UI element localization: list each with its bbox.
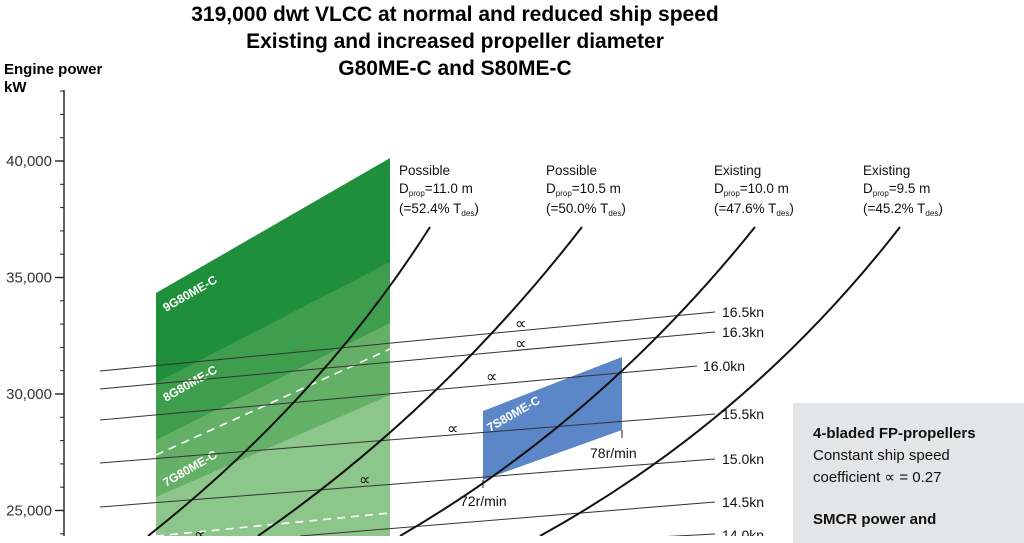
alpha-marker-2: ∝ (515, 336, 526, 353)
speed-label-15-0kn: 15.0kn (722, 451, 764, 467)
propeller-label-10-0m: Existing Dprop=10.0 m (=47.6% Tdes) (714, 163, 794, 218)
propeller-percent: (=45.2% Tdes) (863, 201, 943, 218)
propeller-diameter: Dprop=11.0 m (399, 181, 473, 198)
y-axis-title-line-2: kW (4, 79, 27, 96)
rpm-label-78: 78r/min (590, 445, 637, 461)
info-box-line-2: coefficient ∝ = 0.27 (813, 467, 1024, 489)
propeller-status: Possible (546, 163, 597, 178)
propeller-label-11-0m: Possible Dprop=11.0 m (=52.4% Tdes) (399, 163, 479, 218)
propeller-label-10-5m: Possible Dprop=10.5 m (=50.0% Tdes) (546, 163, 626, 218)
propeller-status: Existing (863, 163, 910, 178)
info-box-heading: 4-bladed FP-propellers (813, 423, 1024, 445)
alpha-marker-5: ∝ (359, 472, 370, 489)
info-box-heading-2: SMCR power and (813, 509, 1024, 531)
propeller-diameter: Dprop=10.0 m (714, 181, 789, 198)
alpha-marker-3: ∝ (486, 369, 497, 386)
propeller-status: Existing (714, 163, 761, 178)
propeller-status: Possible (399, 163, 450, 178)
alpha-marker-1: ∝ (515, 316, 526, 333)
y-tick-label: 40,000 (6, 153, 52, 170)
speed-label-14-0kn: 14.0kn (722, 527, 764, 536)
chart-title-line-1: 319,000 dwt VLCC at normal and reduced s… (191, 3, 718, 26)
propeller-percent: (=47.6% Tdes) (714, 201, 794, 218)
speed-label-16-5kn: 16.5kn (722, 304, 764, 320)
rpm-label-72: 72r/min (460, 493, 507, 509)
speed-label-16-3kn: 16.3kn (722, 324, 764, 340)
legend-info-box: 4-bladed FP-propellers Constant ship spe… (793, 403, 1024, 543)
propeller-diameter: Dprop=9.5 m (863, 181, 930, 198)
y-tick-label: 25,000 (6, 503, 52, 520)
chart-title-line-2: Existing and increased propeller diamete… (246, 30, 664, 53)
speed-label-14-5kn: 14.5kn (722, 494, 764, 510)
propeller-percent: (=50.0% Tdes) (546, 201, 626, 218)
speed-label-16-0kn: 16.0kn (703, 358, 745, 374)
alpha-marker-4: ∝ (447, 421, 458, 438)
info-box-line-1: Constant ship speed (813, 445, 1024, 467)
speed-label-15-5kn: 15.5kn (722, 406, 764, 422)
propeller-diameter: Dprop=10.5 m (546, 181, 621, 198)
alpha-marker-6: ∝ (194, 527, 205, 536)
y-major-ticks: 25,000 30,000 35,000 40,000 (6, 153, 64, 520)
propeller-percent: (=52.4% Tdes) (399, 201, 479, 218)
y-tick-label: 30,000 (6, 386, 52, 403)
y-tick-label: 35,000 (6, 270, 52, 287)
propeller-label-9-5m: Existing Dprop=9.5 m (=45.2% Tdes) (863, 163, 943, 218)
chart-title-line-3: G80ME-C and S80ME-C (338, 57, 571, 80)
y-axis-title-line-1: Engine power (4, 61, 103, 78)
